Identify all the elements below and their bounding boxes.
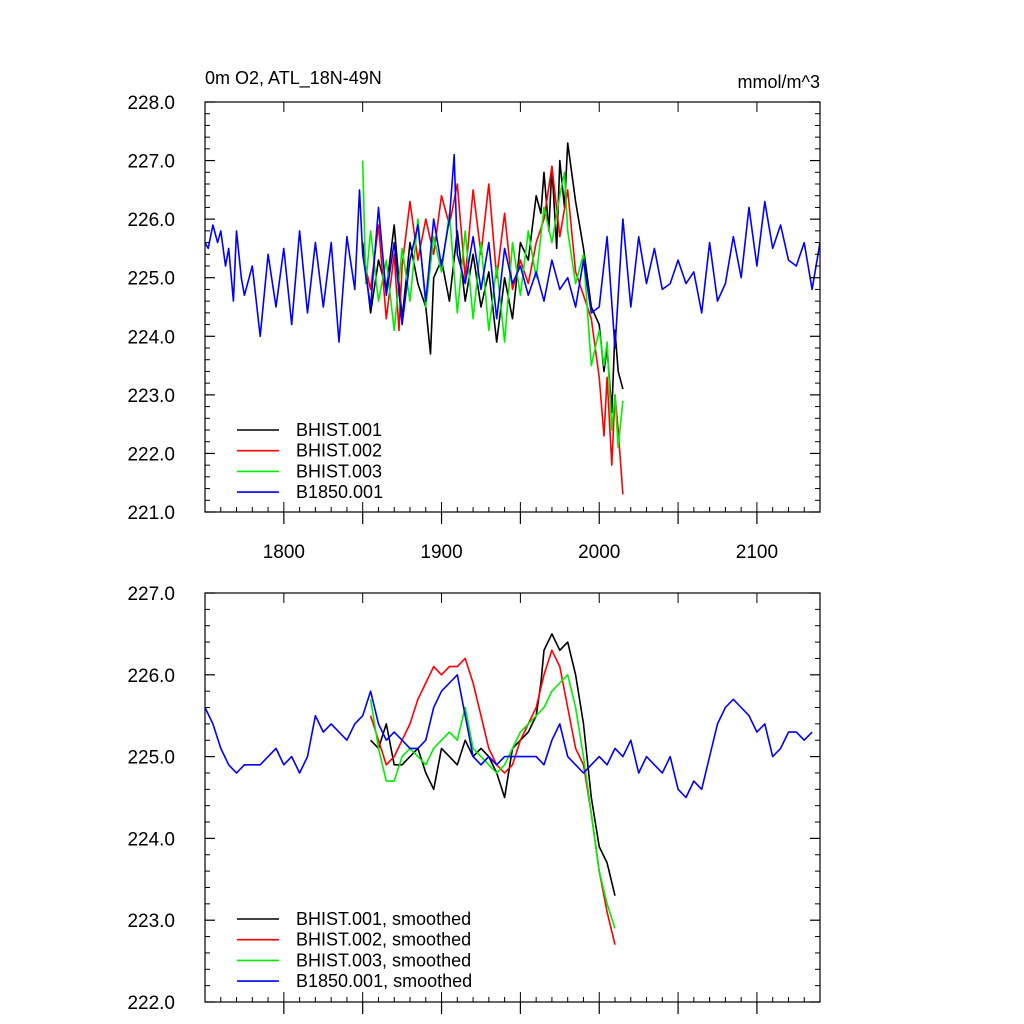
y-tick-label: 225.0	[127, 748, 175, 769]
legend-label: B1850.001	[296, 482, 383, 502]
bottom-panel: 222.0 223.0 224.0 225.0 226.0 227.0 BHIST.001,…	[127, 584, 821, 1014]
legend-label: BHIST.001	[296, 420, 382, 440]
series-line-3	[205, 673, 813, 799]
series-line-0	[361, 142, 624, 414]
plot-frame	[204, 592, 821, 1003]
y-tick-label: 226.0	[127, 210, 175, 231]
y-tick-label: 228.0	[127, 93, 175, 114]
y-tick-label: 223.0	[127, 386, 175, 407]
series-line-1	[361, 165, 624, 495]
legend-label: BHIST.002, smoothed	[296, 930, 471, 950]
y-tick-label: 222.0	[127, 444, 175, 465]
y-tick-label: 227.0	[127, 584, 175, 605]
series-line-2	[361, 160, 624, 449]
series-line-0	[370, 633, 616, 896]
y-tick-label: 221.0	[127, 503, 175, 524]
legend-label: BHIST.002	[296, 441, 382, 461]
legend-label: BHIST.001, smoothed	[296, 909, 471, 929]
chart-title: 0m O2, ATL_18N-49N	[205, 68, 382, 89]
x-tick-label: 2000	[578, 542, 620, 563]
y-tick-label: 226.0	[127, 666, 175, 687]
y-tick-label: 224.0	[127, 829, 175, 850]
x-tick-label: 2100	[736, 542, 778, 563]
series-line-3	[205, 153, 820, 349]
x-tick-label: 1800	[263, 542, 305, 563]
series-line-1	[369, 649, 616, 945]
y-tick-label: 223.0	[127, 911, 175, 932]
legend-label: B1850.001, smoothed	[296, 971, 472, 991]
units-label: mmol/m^3	[738, 72, 820, 92]
series-group	[205, 633, 813, 945]
y-tick-label: 224.0	[127, 327, 175, 348]
plot-frame	[204, 101, 821, 513]
legend-label: BHIST.003	[296, 461, 382, 481]
top-panel: 221.0 222.0 223.0 224.0 225.0 226.0 227.0 228.0…	[127, 68, 821, 563]
y-tick-label: 222.0	[127, 993, 175, 1014]
series-line-2	[369, 673, 616, 929]
y-tick-label: 227.0	[127, 152, 175, 173]
legend-label: BHIST.003, smoothed	[296, 950, 471, 970]
x-tick-label: 1900	[420, 542, 462, 563]
series-group	[205, 142, 820, 495]
y-tick-label: 225.0	[127, 269, 175, 290]
